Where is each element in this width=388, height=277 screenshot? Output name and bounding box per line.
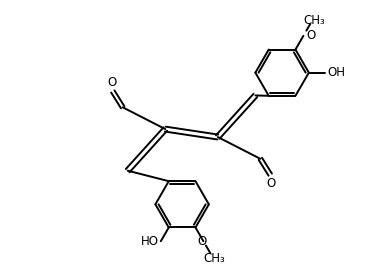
Text: O: O bbox=[307, 29, 315, 42]
Text: OH: OH bbox=[327, 66, 346, 79]
Text: O: O bbox=[107, 76, 116, 89]
Text: CH₃: CH₃ bbox=[203, 252, 225, 265]
Text: HO: HO bbox=[141, 235, 159, 248]
Text: O: O bbox=[198, 235, 207, 248]
Text: CH₃: CH₃ bbox=[303, 14, 325, 27]
Text: O: O bbox=[267, 177, 276, 190]
